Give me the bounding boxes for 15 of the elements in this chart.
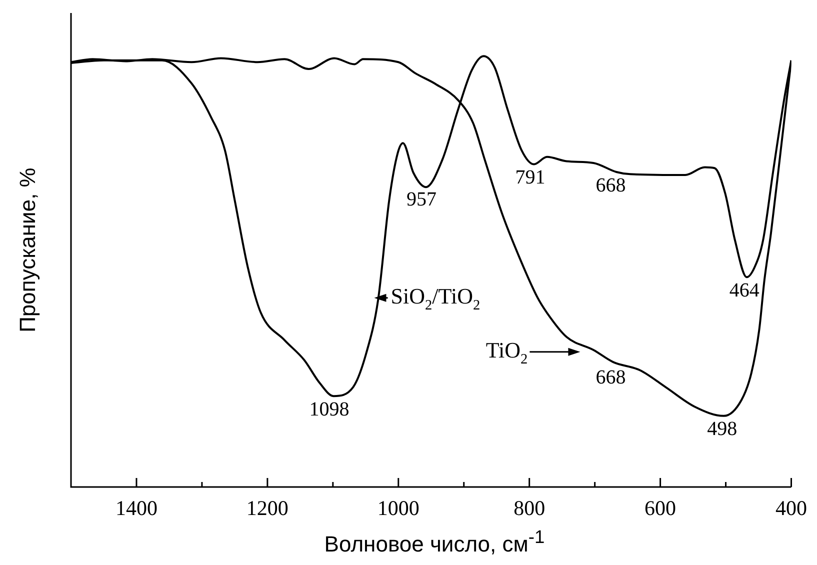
annotation: 668	[596, 366, 626, 388]
x-tick-label: 800	[514, 496, 546, 520]
x-tick-label: 400	[776, 496, 807, 520]
x-tick-label: 1200	[246, 496, 288, 520]
annotation: 498	[707, 418, 738, 440]
x-tick-label: 1400	[115, 496, 158, 520]
annotation: 791	[515, 166, 546, 188]
annotation: 1098	[309, 398, 350, 420]
annotation: 957	[406, 188, 437, 210]
annotation: 464	[729, 279, 760, 302]
x-tick-label: 1000	[377, 496, 420, 520]
annotation: 668	[596, 174, 626, 196]
y-axis-title: Пропускание, %	[15, 168, 41, 332]
x-axis-title: Волновое число, см$^{-1}$	[323, 526, 546, 558]
x-tick-label: 600	[644, 496, 676, 520]
